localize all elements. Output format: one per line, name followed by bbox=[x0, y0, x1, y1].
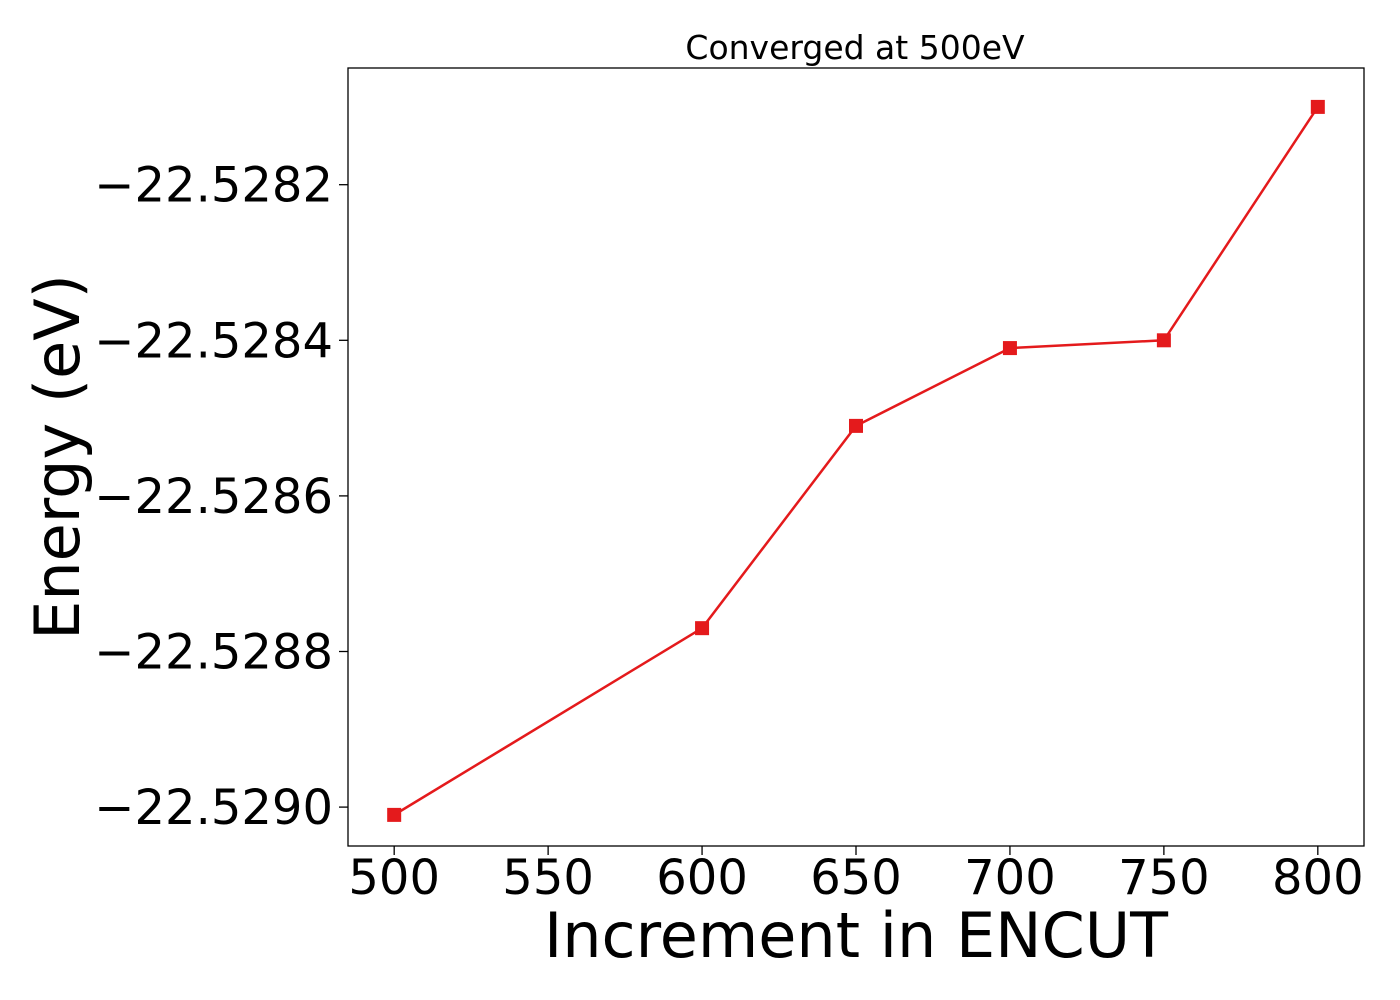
data-point-marker bbox=[1156, 333, 1171, 348]
series-line bbox=[393, 106, 1319, 816]
data-point-marker bbox=[849, 418, 863, 433]
x-tick-label: 750 bbox=[1118, 850, 1210, 906]
y-axis-ticks: −22.5282 −22.5284 −22.5286 −22.5288 −22.5290 bbox=[94, 158, 348, 836]
x-tick-label: 800 bbox=[1272, 850, 1364, 906]
data-point-marker bbox=[1310, 99, 1325, 114]
x-tick-label: 500 bbox=[348, 850, 440, 906]
x-tick-label: 650 bbox=[810, 850, 902, 906]
y-axis-label: Energy (eV) bbox=[21, 274, 94, 640]
x-tick-label: 700 bbox=[964, 850, 1056, 906]
plot-area-frame bbox=[347, 67, 1365, 847]
data-point-marker bbox=[695, 621, 710, 636]
x-axis-label: Increment in ENCUT bbox=[544, 899, 1169, 972]
x-tick-label: 600 bbox=[656, 850, 748, 906]
y-tick-label: −22.5290 bbox=[94, 780, 333, 836]
chart-title: Converged at 500eV bbox=[685, 28, 1025, 67]
x-axis-ticks: 500 550 600 650 700 750 800 bbox=[348, 846, 1364, 906]
x-tick-label: 550 bbox=[502, 850, 594, 906]
y-tick-label: −22.5288 bbox=[94, 625, 333, 681]
y-tick-label: −22.5286 bbox=[94, 469, 333, 525]
y-tick-label: −22.5284 bbox=[94, 313, 333, 369]
data-point-marker bbox=[1002, 341, 1017, 356]
data-point-marker bbox=[387, 807, 402, 822]
y-tick-label: −22.5282 bbox=[94, 158, 333, 214]
series-layer bbox=[387, 99, 1325, 822]
